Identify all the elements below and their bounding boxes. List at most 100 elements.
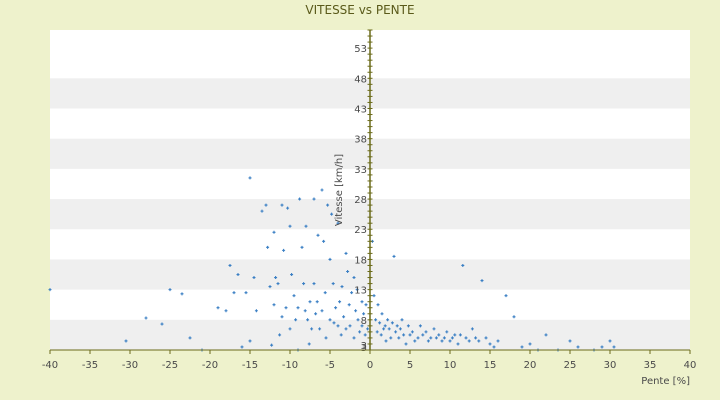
data-point (576, 345, 580, 349)
data-points (48, 176, 616, 352)
data-point (395, 324, 399, 328)
data-point (404, 342, 408, 346)
data-point (544, 333, 548, 337)
data-point (434, 336, 438, 340)
data-point (252, 276, 256, 280)
data-point (397, 336, 401, 340)
data-point (600, 345, 604, 349)
data-point (344, 251, 348, 255)
data-point (304, 224, 308, 228)
data-point (228, 263, 232, 267)
data-point (389, 336, 393, 340)
data-point (336, 324, 340, 328)
data-point (477, 339, 481, 343)
data-point (274, 276, 278, 280)
data-point (312, 282, 316, 286)
data-point (294, 318, 298, 322)
data-point (374, 318, 378, 322)
data-point (467, 339, 471, 343)
data-point (244, 291, 248, 295)
data-point (461, 263, 465, 267)
data-point (480, 279, 484, 283)
data-point (290, 273, 294, 277)
data-point (360, 300, 364, 304)
data-point (352, 336, 356, 340)
data-point (318, 327, 322, 331)
data-point (315, 300, 319, 304)
data-point (346, 270, 350, 274)
data-point (376, 303, 380, 307)
data-point (488, 342, 492, 346)
x-tick-label: 0 (367, 360, 373, 371)
data-point (453, 333, 457, 337)
data-point (348, 324, 352, 328)
data-point (180, 292, 184, 296)
y-tick-label: 28 (354, 195, 367, 206)
data-point (270, 343, 274, 347)
data-point (424, 330, 428, 334)
data-point (378, 321, 382, 325)
data-point (314, 312, 318, 316)
data-point (276, 282, 280, 286)
data-point (306, 318, 310, 322)
data-point (384, 339, 388, 343)
x-tick-label: -5 (325, 360, 335, 371)
data-point (364, 303, 368, 307)
data-point (504, 294, 508, 298)
data-point (268, 285, 272, 289)
data-point (331, 282, 335, 286)
x-tick-label: 5 (407, 360, 413, 371)
data-point (347, 303, 351, 307)
data-point (387, 327, 391, 331)
data-point (440, 339, 444, 343)
data-point (298, 197, 302, 201)
x-tick-label: -10 (282, 360, 298, 371)
data-point (375, 330, 379, 334)
data-point (410, 330, 414, 334)
data-point (188, 336, 192, 340)
data-point (413, 339, 417, 343)
data-point (266, 245, 270, 249)
data-point (464, 336, 468, 340)
data-point (398, 327, 402, 331)
data-point (312, 197, 316, 201)
data-point (272, 303, 276, 307)
y-tick-label: 18 (354, 255, 367, 266)
data-point (216, 306, 220, 310)
data-point (416, 336, 420, 340)
data-point (144, 316, 148, 320)
data-point (612, 345, 616, 349)
data-point (355, 288, 359, 292)
data-point (360, 324, 364, 328)
data-point (307, 342, 311, 346)
data-point (282, 248, 286, 252)
data-point (383, 324, 387, 328)
data-point (445, 330, 449, 334)
data-point (366, 327, 370, 331)
data-point (442, 336, 446, 340)
y-tick-label: 8 (361, 316, 367, 327)
data-point (288, 224, 292, 228)
data-point (520, 345, 524, 349)
data-point (492, 345, 496, 349)
data-point (392, 254, 396, 258)
x-tick-label: 10 (444, 360, 457, 371)
y-tick-label: 33 (354, 165, 367, 176)
data-point (342, 315, 346, 319)
y-tick-label: 48 (354, 74, 367, 85)
data-point (332, 321, 336, 325)
data-point (168, 288, 172, 292)
data-point (320, 188, 324, 192)
data-point (426, 339, 430, 343)
data-point (248, 176, 252, 180)
data-point (474, 336, 478, 340)
data-point (418, 324, 422, 328)
data-point (296, 306, 300, 310)
y-tick-label: 3 (361, 343, 367, 354)
x-axis: -40 -35 -30 -25 -20 -15 -10 -5 0 5 10 15 20 25 30 35 40 (42, 349, 696, 371)
data-point (316, 233, 320, 237)
data-point (288, 327, 292, 331)
x-tick-label: 20 (524, 360, 537, 371)
